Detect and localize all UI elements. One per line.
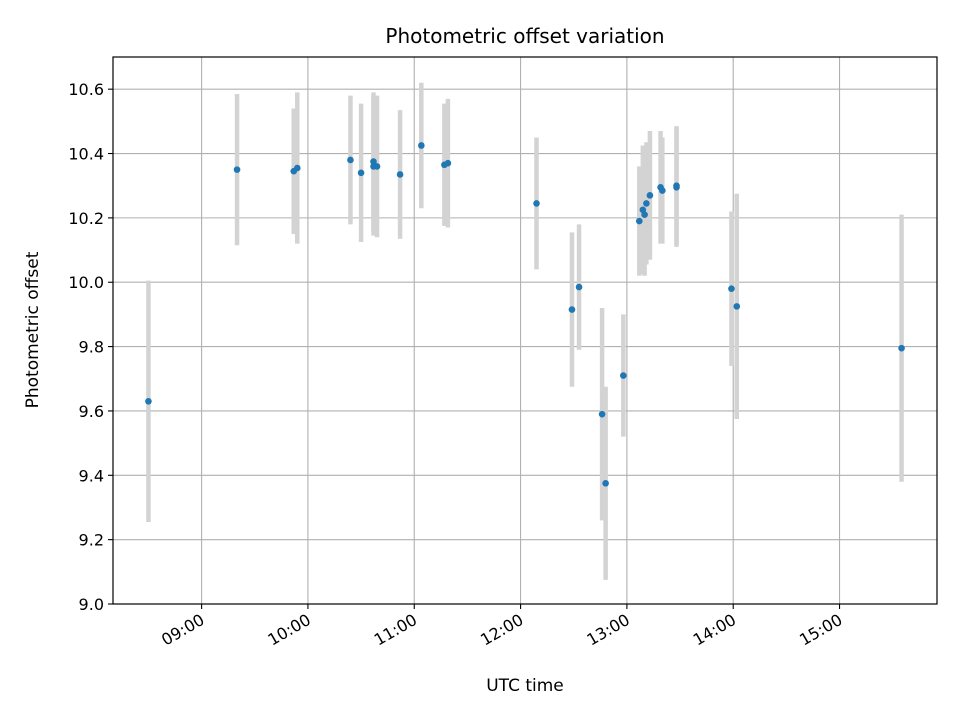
plot-area: [113, 57, 937, 604]
y-axis-label: Photometric offset: [23, 251, 43, 408]
data-point: [533, 200, 540, 207]
data-point: [357, 169, 365, 177]
y-axis: 9.0 9.2 9.4 9.6 9.8 10.0 10.2 10.4 10.6: [68, 80, 113, 614]
data-point: [898, 344, 905, 352]
data-point: [643, 200, 650, 207]
data-point: [444, 159, 452, 167]
data-point: [145, 397, 152, 405]
data-point: [635, 217, 643, 225]
y-tick-label: 9.2: [79, 531, 104, 550]
y-tick-label: 9.6: [79, 402, 104, 421]
y-tick-label: 9.0: [79, 595, 104, 614]
chart-title: Photometric offset variation: [385, 24, 664, 48]
data-point: [673, 182, 680, 190]
x-axis-label: UTC time: [486, 676, 564, 696]
data-point: [575, 283, 583, 291]
y-tick-label: 9.4: [79, 466, 104, 485]
data-points: [145, 142, 905, 487]
data-point: [233, 166, 241, 173]
data-point: [733, 303, 741, 310]
data-point: [370, 158, 377, 165]
data-point: [293, 164, 301, 172]
y-tick-label: 9.8: [79, 338, 104, 357]
y-tick-label: 10.0: [68, 273, 104, 292]
grid: [113, 57, 937, 605]
data-point: [659, 187, 666, 194]
data-point: [598, 410, 606, 418]
data-point: [602, 480, 609, 487]
y-tick-label: 10.6: [68, 80, 104, 99]
data-point: [728, 285, 735, 292]
data-point: [396, 171, 404, 178]
data-point: [418, 142, 425, 149]
y-tick-label: 10.4: [68, 145, 104, 164]
data-point: [646, 192, 654, 199]
data-point: [373, 163, 381, 170]
data-point: [620, 372, 627, 379]
data-point: [347, 156, 354, 164]
data-point: [568, 306, 576, 313]
data-point: [641, 211, 648, 218]
plot-frame: [112, 56, 938, 605]
y-tick-label: 10.2: [68, 209, 104, 228]
